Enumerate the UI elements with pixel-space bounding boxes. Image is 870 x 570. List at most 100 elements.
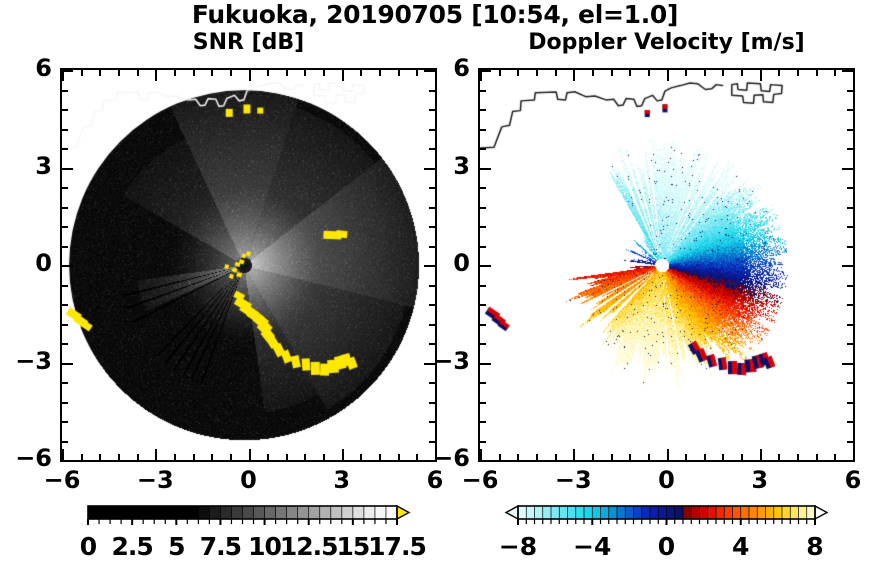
snr-colorbar-segment <box>120 505 133 520</box>
snr-colorbar-segment <box>253 505 266 520</box>
x-axis-label-vel-0: −6 <box>461 466 499 494</box>
xtick-minor-0-1-3 <box>211 70 213 76</box>
ytick-minor-0-3-3 <box>62 421 68 423</box>
ytick-minor-right-1-2-4 <box>847 343 853 345</box>
ytick-major-1-3 <box>480 363 491 365</box>
snr-colorbar[interactable] <box>60 503 437 525</box>
velocity-colorbar-segment <box>723 505 734 520</box>
ytick-minor-right-1-3-2 <box>847 402 853 404</box>
ytick-minor-right-1-3-1 <box>847 382 853 384</box>
velocity-colorbar-segment <box>715 505 725 520</box>
ytick-major-right-1-4 <box>842 460 853 462</box>
ytick-minor-right-0-2-4 <box>429 343 435 345</box>
ytick-minor-right-0-1-2 <box>429 207 435 209</box>
velocity-colorbar-segment <box>765 505 775 520</box>
ytick-major-right-1-3 <box>842 363 853 365</box>
xtick-minor-bottom-0-3-4 <box>416 454 418 460</box>
velocity-colorbar-segment <box>641 505 651 520</box>
x-axis-label-vel-2: 0 <box>658 466 675 494</box>
y-axis-label-snr-3: −3 <box>15 346 52 375</box>
ytick-minor-right-0-1-3 <box>429 226 435 228</box>
ytick-minor-right-0-2-3 <box>429 324 435 326</box>
ytick-major-0-3 <box>62 363 73 365</box>
velocity-colorbar-segment <box>674 505 684 520</box>
velocity-colorbar-segment <box>732 505 742 520</box>
xtick-major-bottom-0-2 <box>249 449 251 460</box>
snr-colorbar-segment <box>330 505 343 520</box>
velocity-colorbar-segment <box>517 505 527 520</box>
xtick-major-0-3 <box>342 70 344 81</box>
snr-colorbar-tick-label-4: 10 <box>248 532 282 561</box>
ytick-major-0-2 <box>62 265 73 267</box>
velocity-colorbar-segment <box>690 505 701 520</box>
xtick-major-bottom-0-4 <box>435 449 437 460</box>
ytick-minor-0-2-4 <box>62 343 68 345</box>
xtick-minor-0-1-1 <box>174 70 176 76</box>
velocity-colorbar-segment <box>748 505 758 520</box>
ytick-major-0-4 <box>62 460 73 462</box>
velocity-colorbar-segment <box>567 505 577 520</box>
x-axis-label-vel-4: 6 <box>844 466 862 494</box>
snr-ppi-canvas <box>62 70 435 460</box>
velocity-colorbar-segment <box>657 505 668 520</box>
xtick-minor-0-1-2 <box>193 70 195 76</box>
y-axis-label-vel-4: −6 <box>433 444 470 472</box>
snr-colorbar-segment <box>231 505 244 520</box>
snr-colorbar-segment <box>308 505 321 520</box>
x-axis-label-snr-4: 6 <box>426 466 444 494</box>
ytick-minor-right-0-0-4 <box>429 148 435 150</box>
ytick-minor-right-1-1-1 <box>847 187 853 189</box>
xtick-major-bottom-0-3 <box>342 449 344 460</box>
xtick-minor-1-1-2 <box>611 70 613 76</box>
xtick-minor-bottom-1-1-2 <box>611 454 613 460</box>
ytick-minor-0-2-2 <box>62 304 68 306</box>
snr-colorbar-segment <box>264 505 277 520</box>
snr-colorbar-segment <box>319 505 332 520</box>
xtick-minor-bottom-1-1-1 <box>592 454 594 460</box>
ytick-minor-0-1-4 <box>62 246 68 248</box>
x-axis-label-vel-1: −3 <box>554 466 592 494</box>
ytick-minor-1-0-2 <box>480 109 486 111</box>
xtick-major-0-2 <box>249 70 251 81</box>
velocity-colorbar-tick-label-4: 8 <box>806 532 824 561</box>
velocity-colorbar-segment <box>575 505 585 520</box>
xtick-minor-bottom-1-3-3 <box>816 454 818 460</box>
velocity-colorbar-over-arrow <box>814 504 829 521</box>
velocity-colorbar[interactable] <box>478 503 855 525</box>
velocity-colorbar-segment <box>608 505 618 520</box>
ytick-major-1-0 <box>480 70 491 72</box>
xtick-minor-1-3-2 <box>797 70 799 76</box>
velocity-colorbar-segment <box>633 505 643 520</box>
ytick-minor-0-0-2 <box>62 109 68 111</box>
xtick-minor-bottom-0-1-2 <box>193 454 195 460</box>
y-axis-label-snr-0: 6 <box>35 54 52 82</box>
ytick-minor-0-2-3 <box>62 324 68 326</box>
snr-colorbar-segment <box>98 505 111 520</box>
xtick-minor-bottom-1-0-2 <box>517 454 519 460</box>
xtick-minor-bottom-1-1-4 <box>648 454 650 460</box>
ytick-major-right-1-0 <box>842 70 853 72</box>
xtick-major-1-4 <box>853 70 855 81</box>
xtick-minor-0-3-2 <box>379 70 381 76</box>
snr-colorbar-tick-label-1: 2.5 <box>111 532 153 561</box>
ytick-minor-1-1-2 <box>480 207 486 209</box>
xtick-minor-1-0-4 <box>555 70 557 76</box>
ytick-major-right-1-1 <box>842 168 853 170</box>
velocity-colorbar-segment <box>624 505 635 520</box>
ytick-minor-right-0-0-3 <box>429 129 435 131</box>
doppler-ppi-plot[interactable] <box>478 68 855 462</box>
ytick-minor-1-1-3 <box>480 226 486 228</box>
ytick-minor-right-0-0-1 <box>429 90 435 92</box>
xtick-minor-bottom-1-2-1 <box>685 454 687 460</box>
velocity-colorbar-tick-label-0: −8 <box>498 532 538 561</box>
velocity-colorbar-segment <box>600 505 610 520</box>
ytick-minor-1-3-3 <box>480 421 486 423</box>
xtick-minor-bottom-1-3-4 <box>834 454 836 460</box>
snr-colorbar-over-arrow <box>396 504 411 521</box>
x-axis-label-snr-0: −6 <box>43 466 81 494</box>
ytick-minor-0-1-1 <box>62 187 68 189</box>
velocity-colorbar-segment <box>707 505 717 520</box>
ytick-minor-0-1-2 <box>62 207 68 209</box>
snr-ppi-plot[interactable] <box>60 68 437 462</box>
